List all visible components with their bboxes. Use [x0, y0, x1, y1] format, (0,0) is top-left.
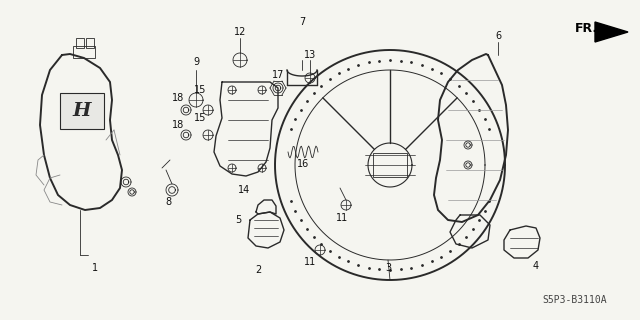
Text: 6: 6	[495, 31, 501, 41]
Text: 11: 11	[304, 257, 316, 267]
Text: 11: 11	[336, 213, 348, 223]
Text: 4: 4	[533, 261, 539, 271]
Text: 1: 1	[92, 263, 98, 273]
Text: 14: 14	[238, 185, 250, 195]
Text: 16: 16	[297, 159, 309, 169]
Text: 5: 5	[235, 215, 241, 225]
Text: 2: 2	[255, 265, 261, 275]
Polygon shape	[595, 22, 628, 42]
Text: 18: 18	[172, 93, 184, 103]
Text: 8: 8	[165, 197, 171, 207]
Text: H: H	[73, 102, 91, 120]
Text: 9: 9	[193, 57, 199, 67]
Text: 17: 17	[272, 70, 284, 80]
FancyBboxPatch shape	[60, 93, 104, 129]
Text: 18: 18	[172, 120, 184, 130]
Bar	[73, 46, 95, 58]
Text: FR.: FR.	[575, 21, 598, 35]
Text: 15: 15	[194, 113, 206, 123]
Text: 7: 7	[299, 17, 305, 27]
Text: 12: 12	[234, 27, 246, 37]
Bar	[86, 38, 94, 48]
Text: 15: 15	[194, 85, 206, 95]
Bar	[76, 38, 84, 48]
Text: 13: 13	[304, 50, 316, 60]
Text: S5P3-B3110A: S5P3-B3110A	[543, 295, 607, 305]
Text: 3: 3	[385, 263, 391, 273]
